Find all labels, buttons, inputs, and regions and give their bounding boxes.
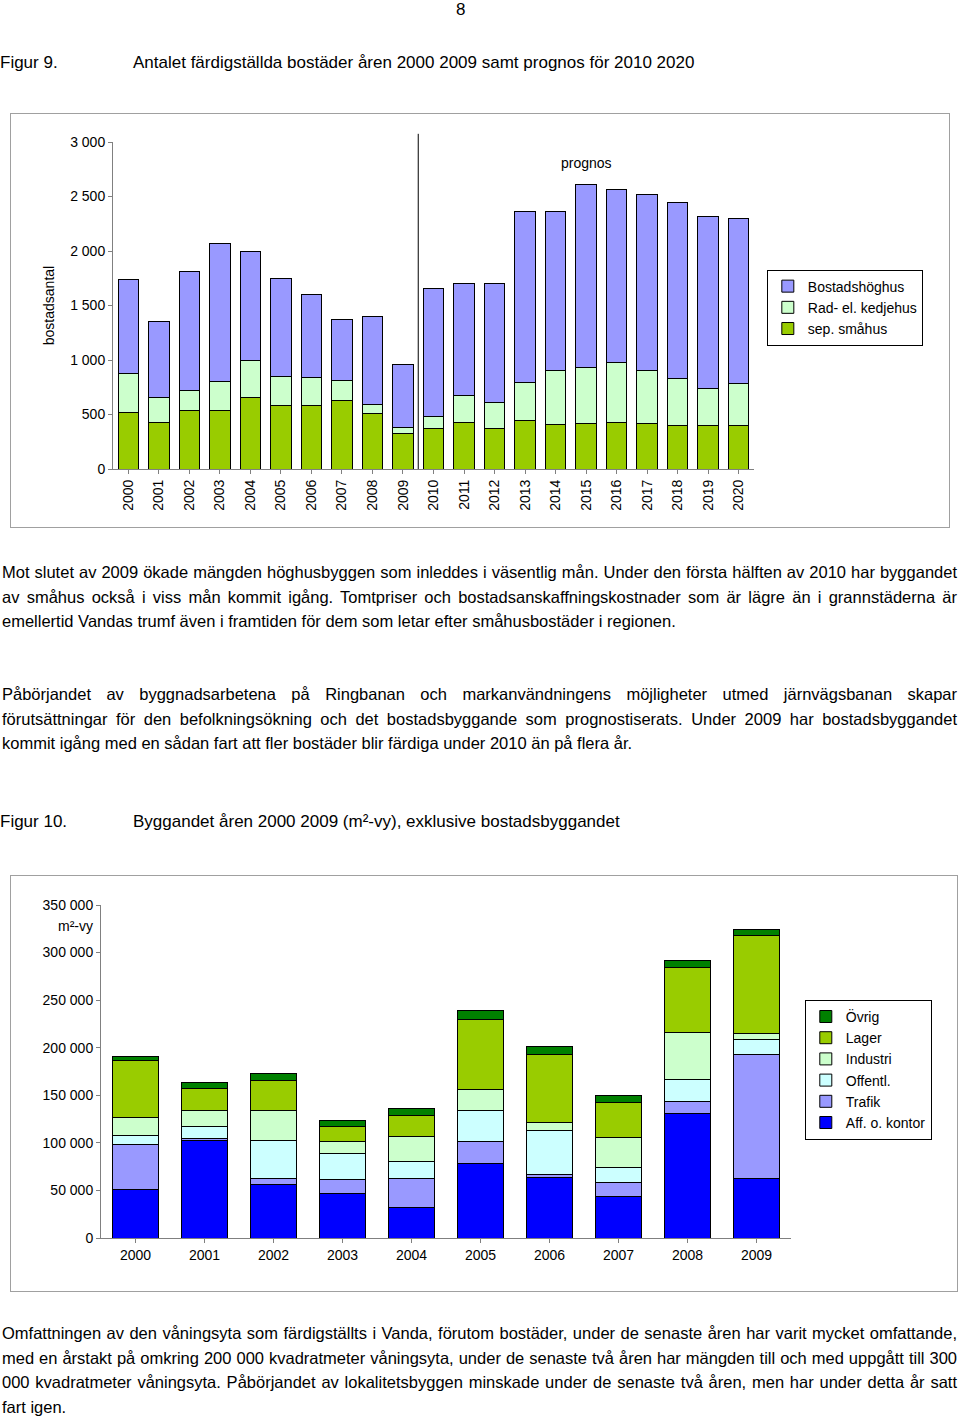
svg-text:300 000: 300 000 bbox=[43, 944, 94, 960]
svg-text:2008: 2008 bbox=[364, 479, 380, 510]
svg-text:bostadsantal: bostadsantal bbox=[41, 266, 57, 345]
svg-text:2017: 2017 bbox=[639, 479, 655, 510]
svg-text:2006: 2006 bbox=[303, 479, 319, 510]
svg-text:m²-vy: m²-vy bbox=[58, 918, 93, 934]
svg-text:2002: 2002 bbox=[258, 1247, 289, 1263]
svg-text:2018: 2018 bbox=[669, 479, 685, 510]
svg-text:2019: 2019 bbox=[700, 479, 716, 510]
svg-text:Övrig: Övrig bbox=[846, 1008, 879, 1025]
svg-text:2014: 2014 bbox=[547, 479, 563, 510]
svg-text:100 000: 100 000 bbox=[43, 1135, 94, 1151]
svg-text:2011: 2011 bbox=[456, 479, 472, 509]
html-text:Figur 9.: Figur 9. bbox=[0, 53, 58, 72]
svg-text:2003: 2003 bbox=[211, 479, 227, 510]
svg-text:Industri: Industri bbox=[846, 1051, 892, 1067]
svg-text:Offentl.: Offentl. bbox=[846, 1073, 891, 1089]
svg-text:2005: 2005 bbox=[272, 479, 288, 510]
svg-text:Lager: Lager bbox=[846, 1030, 882, 1046]
svg-text:2020: 2020 bbox=[730, 479, 746, 510]
svg-text:2013: 2013 bbox=[517, 479, 533, 510]
svg-text:2 000: 2 000 bbox=[70, 243, 105, 259]
svg-text:2001: 2001 bbox=[189, 1247, 220, 1263]
svg-text:2009: 2009 bbox=[395, 479, 411, 510]
svg-text:2009: 2009 bbox=[741, 1247, 772, 1263]
svg-text:Trafik: Trafik bbox=[846, 1094, 881, 1110]
svg-text:Rad- el. kedjehus: Rad- el. kedjehus bbox=[808, 300, 917, 316]
svg-text:2010: 2010 bbox=[425, 479, 441, 510]
svg-text:2007: 2007 bbox=[603, 1247, 634, 1263]
svg-text:2001: 2001 bbox=[150, 479, 166, 510]
svg-text:200 000: 200 000 bbox=[43, 1040, 94, 1056]
svg-text:250 000: 250 000 bbox=[43, 992, 94, 1008]
svg-text:1 000: 1 000 bbox=[70, 352, 105, 368]
svg-text:3 000: 3 000 bbox=[70, 134, 105, 150]
svg-text:1 500: 1 500 bbox=[70, 297, 105, 313]
svg-text:2005: 2005 bbox=[465, 1247, 496, 1263]
html-text:Figur 10.: Figur 10. bbox=[0, 812, 68, 831]
svg-text:0: 0 bbox=[97, 461, 105, 477]
svg-text:prognos: prognos bbox=[561, 155, 612, 171]
svg-text:350 000: 350 000 bbox=[43, 897, 94, 913]
svg-text:2007: 2007 bbox=[333, 479, 349, 510]
svg-text:2004: 2004 bbox=[396, 1247, 427, 1263]
svg-text:2000: 2000 bbox=[120, 479, 136, 510]
html-text:8: 8 bbox=[456, 0, 466, 19]
svg-text:2004: 2004 bbox=[242, 479, 258, 510]
svg-text:2000: 2000 bbox=[120, 1247, 151, 1263]
svg-text:0: 0 bbox=[85, 1230, 93, 1246]
svg-text:2006: 2006 bbox=[534, 1247, 565, 1263]
svg-text:2016: 2016 bbox=[608, 479, 624, 510]
html-text:Mot slutet av 2009 ökade mängd: Mot slutet av 2009 ökade mängden höghusb… bbox=[2, 563, 957, 630]
svg-text:150 000: 150 000 bbox=[43, 1087, 94, 1103]
svg-text:Bostadshöghus: Bostadshöghus bbox=[808, 279, 905, 295]
svg-text:Aff. o. kontor: Aff. o. kontor bbox=[846, 1115, 925, 1131]
svg-text:2008: 2008 bbox=[672, 1247, 703, 1263]
svg-text:2 500: 2 500 bbox=[70, 188, 105, 204]
svg-text:sep. småhus: sep. småhus bbox=[808, 321, 887, 337]
svg-text:500: 500 bbox=[82, 406, 106, 422]
svg-text:2002: 2002 bbox=[181, 479, 197, 510]
html-text:Antalet färdigställda bostäder: Antalet färdigställda bostäder åren 2000… bbox=[133, 53, 695, 72]
html-text:Byggandet åren 2000 2009 (m²-v: Byggandet åren 2000 2009 (m²-vy), exklus… bbox=[133, 812, 620, 831]
svg-text:2015: 2015 bbox=[578, 479, 594, 510]
html-text:Påbörjandet av byggnadsarbeten: Påbörjandet av byggnadsarbetena på Ringb… bbox=[2, 685, 957, 752]
html-text:Omfattningen av den våningsyta: Omfattningen av den våningsyta som färdi… bbox=[2, 1324, 957, 1416]
svg-text:50 000: 50 000 bbox=[50, 1182, 93, 1198]
svg-text:2012: 2012 bbox=[486, 479, 502, 510]
svg-text:2003: 2003 bbox=[327, 1247, 358, 1263]
